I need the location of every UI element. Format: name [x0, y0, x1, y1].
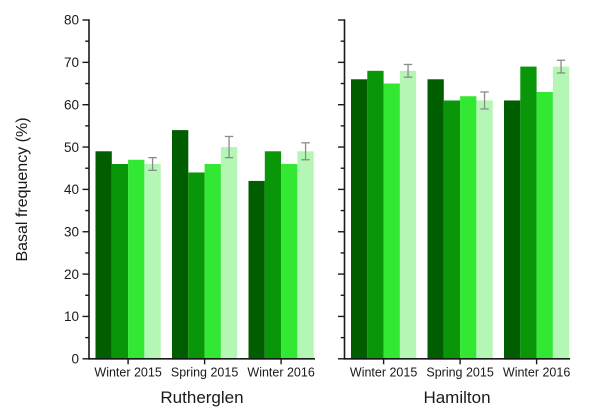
bar-series-3-bright-green-Winter 2016 [536, 91, 553, 360]
x-category-label: Winter 2015 [350, 365, 417, 379]
bar-series-2-dark-green-Winter 2016 [520, 66, 537, 360]
y-axis-label: Basal frequency (%) [14, 117, 31, 262]
bar-series-1-darkest-green-Winter 2015 [351, 79, 368, 360]
y-tick-label: 0 [71, 352, 79, 367]
y-tick-label: 50 [64, 140, 79, 155]
bar-series-3-bright-green-Winter 2016 [281, 163, 298, 360]
x-category-label: Winter 2016 [503, 365, 570, 379]
bar-series-2-dark-green-Winter 2016 [264, 151, 282, 360]
x-category-label: Spring 2015 [171, 365, 238, 379]
bar-series-4-pale-green-Winter 2015 [399, 70, 417, 360]
x-category-label: Winter 2016 [247, 365, 314, 379]
bar-series-3-bright-green-Spring 2015 [204, 163, 221, 360]
bar-series-4-pale-green-Spring 2015 [476, 100, 493, 360]
y-tick-label: 10 [64, 309, 79, 324]
bar-series-2-dark-green-Winter 2015 [111, 163, 129, 360]
y-tick-label: 60 [64, 97, 79, 112]
panel-title-rutherglen: Rutherglen [160, 388, 244, 407]
y-tick-label: 80 [64, 13, 79, 28]
bar-series-2-dark-green-Spring 2015 [443, 100, 461, 360]
x-category-label: Winter 2015 [94, 365, 161, 379]
bar-series-3-bright-green-Winter 2015 [383, 83, 400, 360]
bar-series-4-pale-green-Winter 2015 [144, 163, 161, 360]
bar-series-2-dark-green-Winter 2015 [367, 70, 384, 360]
bar-series-1-darkest-green-Spring 2015 [427, 79, 444, 360]
bar-series-1-darkest-green-Spring 2015 [172, 130, 189, 360]
y-tick-label: 30 [64, 224, 79, 239]
bar-series-4-pale-green-Winter 2016 [297, 151, 314, 360]
y-tick-label: 40 [64, 182, 79, 197]
bar-series-3-bright-green-Winter 2015 [128, 159, 145, 360]
x-category-label: Spring 2015 [426, 365, 493, 379]
bar-series-2-dark-green-Spring 2015 [188, 172, 205, 360]
panel-title-hamilton: Hamilton [423, 388, 491, 407]
bar-series-1-darkest-green-Winter 2016 [504, 100, 521, 360]
bar-series-1-darkest-green-Winter 2015 [95, 151, 112, 360]
bar-series-1-darkest-green-Winter 2016 [248, 180, 265, 360]
bar-series-4-pale-green-Spring 2015 [220, 147, 238, 360]
y-tick-label: 20 [64, 267, 79, 282]
bar-series-3-bright-green-Spring 2015 [460, 96, 477, 360]
bar-series-4-pale-green-Winter 2016 [552, 66, 570, 360]
y-tick-label: 70 [64, 55, 79, 70]
